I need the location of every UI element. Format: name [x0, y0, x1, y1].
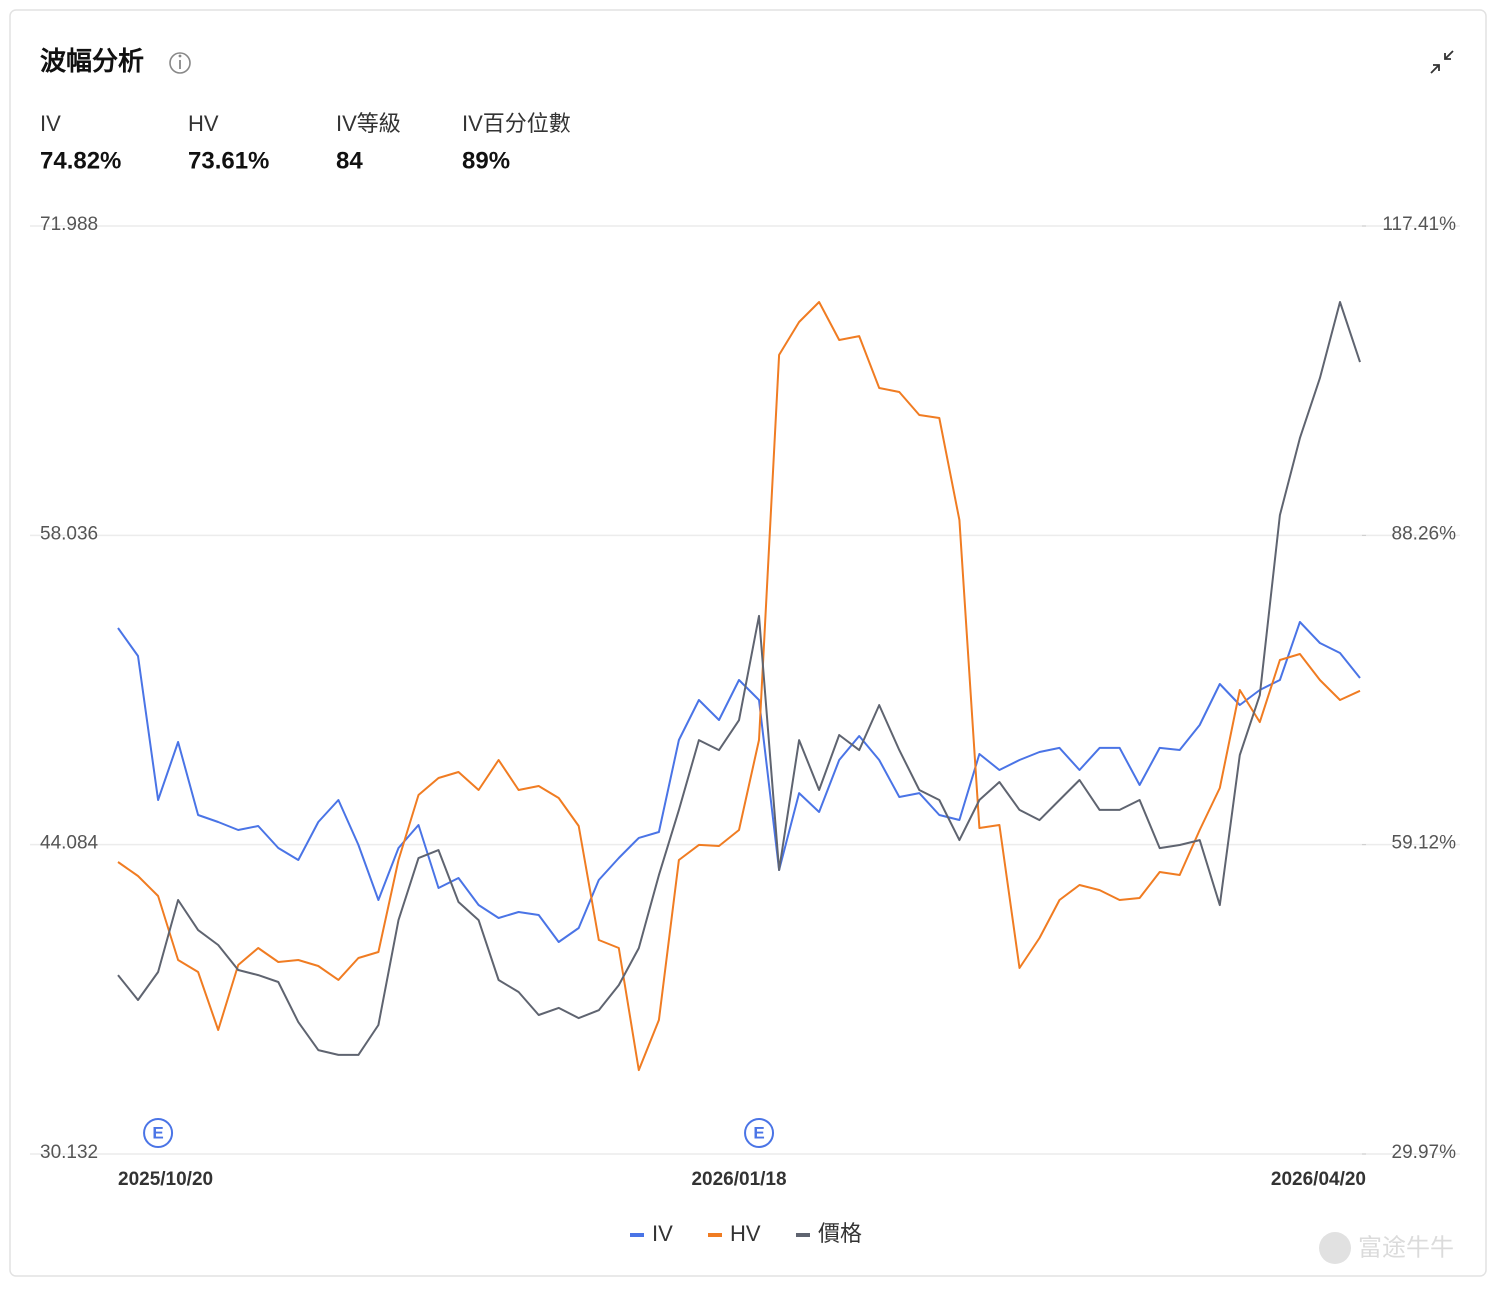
- legend-swatch: [630, 1233, 644, 1237]
- x-tick-label: 2025/10/20: [118, 1169, 213, 1190]
- event-marker: [744, 1118, 775, 1148]
- event-marker: [143, 1118, 174, 1148]
- y-tick-label: 44.084: [40, 833, 99, 854]
- legend-label: IV: [652, 1221, 673, 1246]
- info-icon[interactable]: [169, 52, 191, 74]
- series-line: [117, 621, 1361, 943]
- legend-label: 價格: [818, 1221, 862, 1246]
- y2-tick-label: 88.26%: [1392, 523, 1457, 544]
- stat-value: 89%: [462, 147, 510, 174]
- event-label: E: [753, 1123, 764, 1142]
- stat-label: HV: [188, 111, 219, 136]
- y2-tick-label: 117.41%: [1382, 214, 1456, 235]
- event-label: E: [152, 1123, 163, 1142]
- x-tick-label: 2026/01/18: [691, 1169, 786, 1190]
- y-tick-label: 71.988: [40, 214, 98, 235]
- plot: 30.132 44.084 58.036 71.988 29.97% 59.12% 88.2…: [30, 214, 1460, 1246]
- stat-value: 84: [336, 147, 363, 174]
- legend-swatch: [708, 1233, 722, 1237]
- collapse-icon[interactable]: [1430, 50, 1454, 74]
- stat-label: IV等級: [336, 111, 401, 136]
- stat-label: IV: [40, 111, 61, 136]
- series-line: [117, 301, 1361, 1072]
- card-border: [9, 9, 1487, 1277]
- chart-title: 波幅分析: [40, 46, 144, 76]
- y2-tick-label: 59.12%: [1392, 833, 1457, 854]
- y-tick-label: 58.036: [40, 523, 98, 544]
- stat-label: IV百分位數: [462, 111, 571, 136]
- legend-label: HV: [730, 1221, 761, 1246]
- stat-value: 74.82%: [40, 147, 121, 174]
- stats: IV 74.82% HV 73.61% IV等級 84 IV百分位數 89%: [40, 111, 571, 175]
- y-tick-label: 30.132: [40, 1142, 98, 1163]
- series-line: [117, 301, 1361, 1056]
- x-tick-label: 2026/04/20: [1271, 1169, 1366, 1190]
- stat-value: 73.61%: [188, 147, 269, 174]
- watermark: 富途牛牛: [1319, 1232, 1454, 1264]
- y2-tick-label: 29.97%: [1392, 1142, 1457, 1163]
- watermark-text: 富途牛牛: [1358, 1234, 1454, 1261]
- legend-swatch: [796, 1233, 810, 1237]
